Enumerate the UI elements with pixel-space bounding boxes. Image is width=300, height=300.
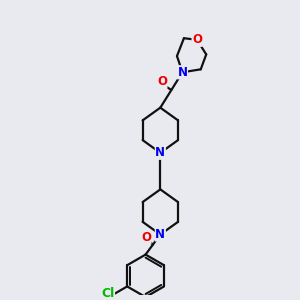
Text: Cl: Cl xyxy=(101,286,114,300)
Text: O: O xyxy=(157,76,167,88)
Text: N: N xyxy=(178,66,188,79)
Text: N: N xyxy=(155,228,165,241)
Text: O: O xyxy=(141,231,151,244)
Text: N: N xyxy=(155,146,165,159)
Text: O: O xyxy=(192,33,202,46)
